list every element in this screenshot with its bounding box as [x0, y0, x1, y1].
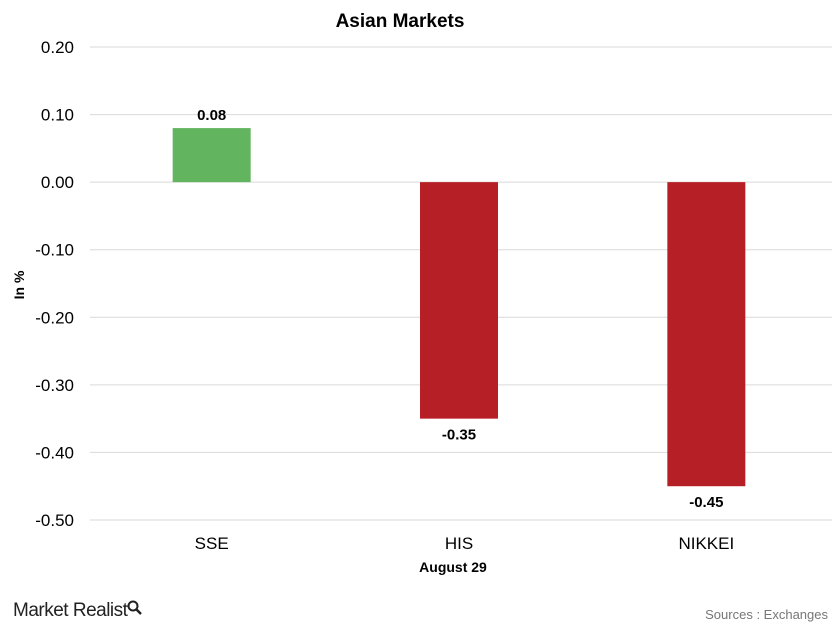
market-realist-logo: Market Realist: [13, 600, 143, 622]
x-tick-label: SSE: [195, 534, 229, 553]
y-tick-label: -0.40: [35, 443, 74, 462]
y-tick-label: 0.20: [41, 38, 74, 57]
y-tick-label: -0.20: [35, 308, 74, 327]
x-axis-label: August 29: [419, 559, 487, 575]
data-label: -0.35: [442, 427, 476, 444]
y-tick-label: -0.50: [35, 511, 74, 530]
bar-his: [420, 182, 498, 419]
data-label: 0.08: [197, 107, 226, 124]
y-tick-label: 0.00: [41, 173, 74, 192]
source-note: Sources : Exchanges: [705, 607, 828, 622]
y-axis-label: In %: [11, 270, 27, 299]
data-label: -0.45: [689, 494, 723, 511]
x-tick-label: HIS: [445, 534, 473, 553]
chart-title: Asian Markets: [336, 11, 465, 32]
y-tick-label: 0.10: [41, 106, 74, 125]
magnifier-icon: [127, 600, 143, 615]
bar-sse: [172, 128, 251, 183]
logo-text: Market Realist: [13, 600, 128, 621]
bar-nikkei: [667, 182, 746, 487]
y-tick-label: -0.10: [35, 241, 74, 260]
x-tick-label: NIKKEI: [678, 534, 734, 553]
y-tick-label: -0.30: [35, 376, 74, 395]
